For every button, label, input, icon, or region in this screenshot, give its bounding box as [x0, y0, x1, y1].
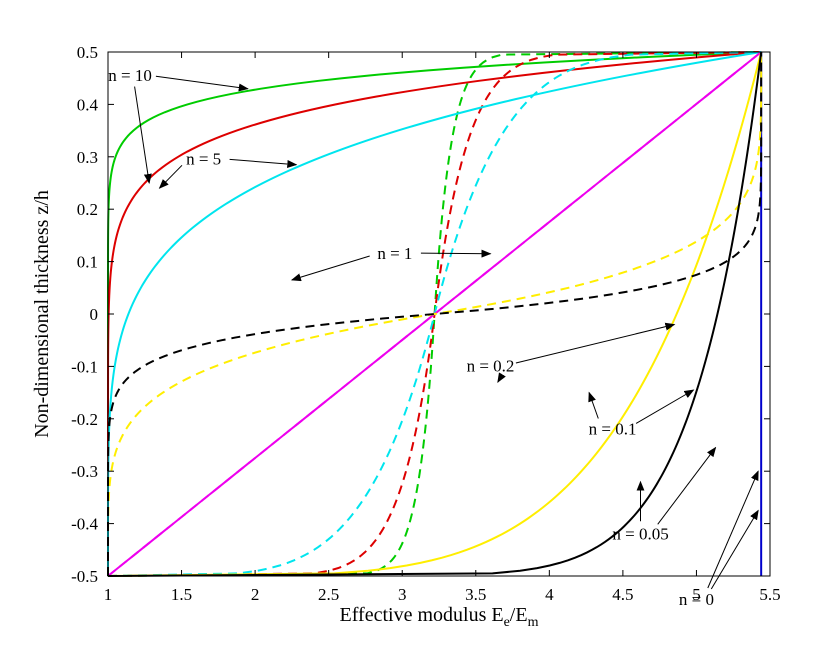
annotation-arrow-3-1 — [497, 372, 506, 383]
x-tick-label-3: 2.5 — [318, 585, 339, 604]
annotation-arrow-1-0 — [229, 158, 298, 168]
x-axis-title-main: Effective modulus E — [340, 604, 504, 626]
annotation-arrow-4-1 — [588, 391, 599, 419]
x-tick-label-9: 5.5 — [759, 585, 780, 604]
annotation-arrow-4-0 — [635, 389, 695, 424]
series-line-1 — [107, 51, 762, 577]
annotation-arrow-0-1 — [134, 86, 152, 184]
x-axis-title: Effective modulus Ee/Em — [340, 604, 539, 630]
series-line-9 — [107, 52, 763, 576]
annotation-label-5: n = 0.05 — [612, 524, 668, 543]
y-tick-label-1: -0.4 — [71, 515, 98, 534]
annotation-label-4: n = 0.1 — [589, 420, 637, 439]
x-tick-label-1: 1.5 — [171, 585, 192, 604]
x-tick-label-7: 4.5 — [612, 585, 633, 604]
annotation-arrow-2-0 — [420, 249, 492, 258]
y-tick-label-7: 0.2 — [77, 200, 98, 219]
x-tick-label-5: 3.5 — [465, 585, 486, 604]
y-tick-label-5: 0 — [90, 305, 99, 324]
x-axis-title-sub2: m — [528, 615, 539, 630]
x-tick-label-0: 1 — [104, 585, 113, 604]
x-axis-title-sub1: e — [504, 615, 510, 630]
y-tick-label-10: 0.5 — [77, 43, 98, 62]
annotation-arrow-1-1 — [158, 164, 183, 189]
series-line-12 — [107, 51, 763, 577]
x-axis-title-mid: /E — [510, 604, 528, 626]
y-axis-title: Non-dimensional thickness z/h — [31, 190, 53, 438]
x-tick-label-8: 5 — [692, 585, 701, 604]
annotation-label-3: n = 0.2 — [467, 357, 515, 376]
annotation-arrow-6-0 — [707, 470, 759, 589]
y-tick-label-4: -0.1 — [71, 357, 98, 376]
annotation-arrow-6-1 — [710, 509, 759, 590]
y-tick-label-8: 0.3 — [77, 148, 98, 167]
y-tick-label-6: 0.1 — [77, 253, 98, 272]
annotation-arrow-2-1 — [290, 255, 370, 282]
annotation-label-6: n = 0 — [679, 590, 714, 609]
x-tick-label-2: 2 — [251, 585, 260, 604]
y-tick-label-9: 0.4 — [77, 95, 99, 114]
annotation-arrow-3-0 — [515, 322, 676, 364]
y-tick-label-0: -0.5 — [71, 567, 98, 586]
annotations-group: n = 10 n = 5 n = 1 n = 0.2 n = 0.1 n = 0.05 n … — [108, 66, 759, 609]
series-line-10 — [107, 51, 763, 577]
annotation-label-2: n = 1 — [377, 244, 412, 263]
series-line-11 — [107, 52, 763, 576]
annotation-label-1: n = 5 — [186, 150, 221, 169]
y-tick-label-3: -0.2 — [71, 410, 98, 429]
annotation-label-0: n = 10 — [108, 66, 152, 85]
x-tick-label-4: 3 — [398, 585, 407, 604]
x-tick-label-6: 4 — [545, 585, 554, 604]
annotation-arrow-0-0 — [155, 75, 249, 92]
annotation-arrow-5-0 — [657, 446, 717, 525]
y-tick-label-2: -0.3 — [71, 462, 98, 481]
axis-ticks-group: 1 1.5 2 2.5 3 3.5 4 4.5 5 5.5 -0.5 -0.4 -0.3 -0.2 -0.1… — [71, 43, 781, 604]
